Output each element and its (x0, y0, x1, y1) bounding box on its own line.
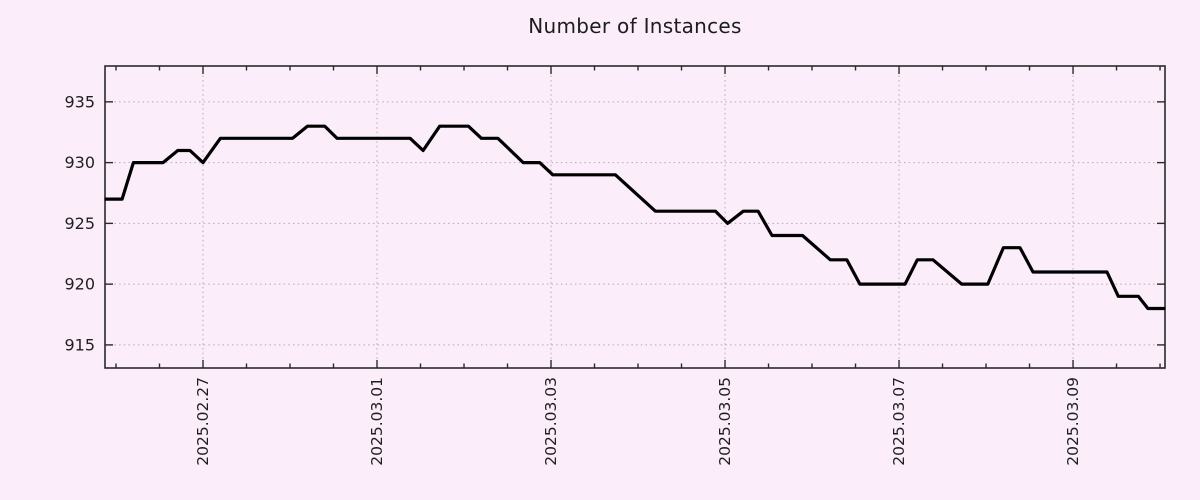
x-tick-label: 2025.03.03 (542, 377, 560, 466)
x-tick-label: 2025.02.27 (194, 377, 212, 466)
y-tick-label: 935 (64, 92, 95, 111)
y-tick-label: 925 (64, 214, 95, 233)
x-tick-label: 2025.03.09 (1064, 377, 1082, 466)
chart-title: Number of Instances (528, 14, 742, 38)
plot-border (104, 65, 1166, 369)
y-tick-label: 915 (64, 335, 95, 354)
y-tick-label: 930 (64, 153, 95, 172)
y-tick-label: 920 (64, 275, 95, 294)
series-line-instances (104, 124, 1166, 311)
x-tick-label: 2025.03.07 (890, 377, 908, 466)
x-tick-label: 2025.03.01 (368, 377, 386, 466)
x-tick-label: 2025.03.05 (716, 377, 734, 466)
